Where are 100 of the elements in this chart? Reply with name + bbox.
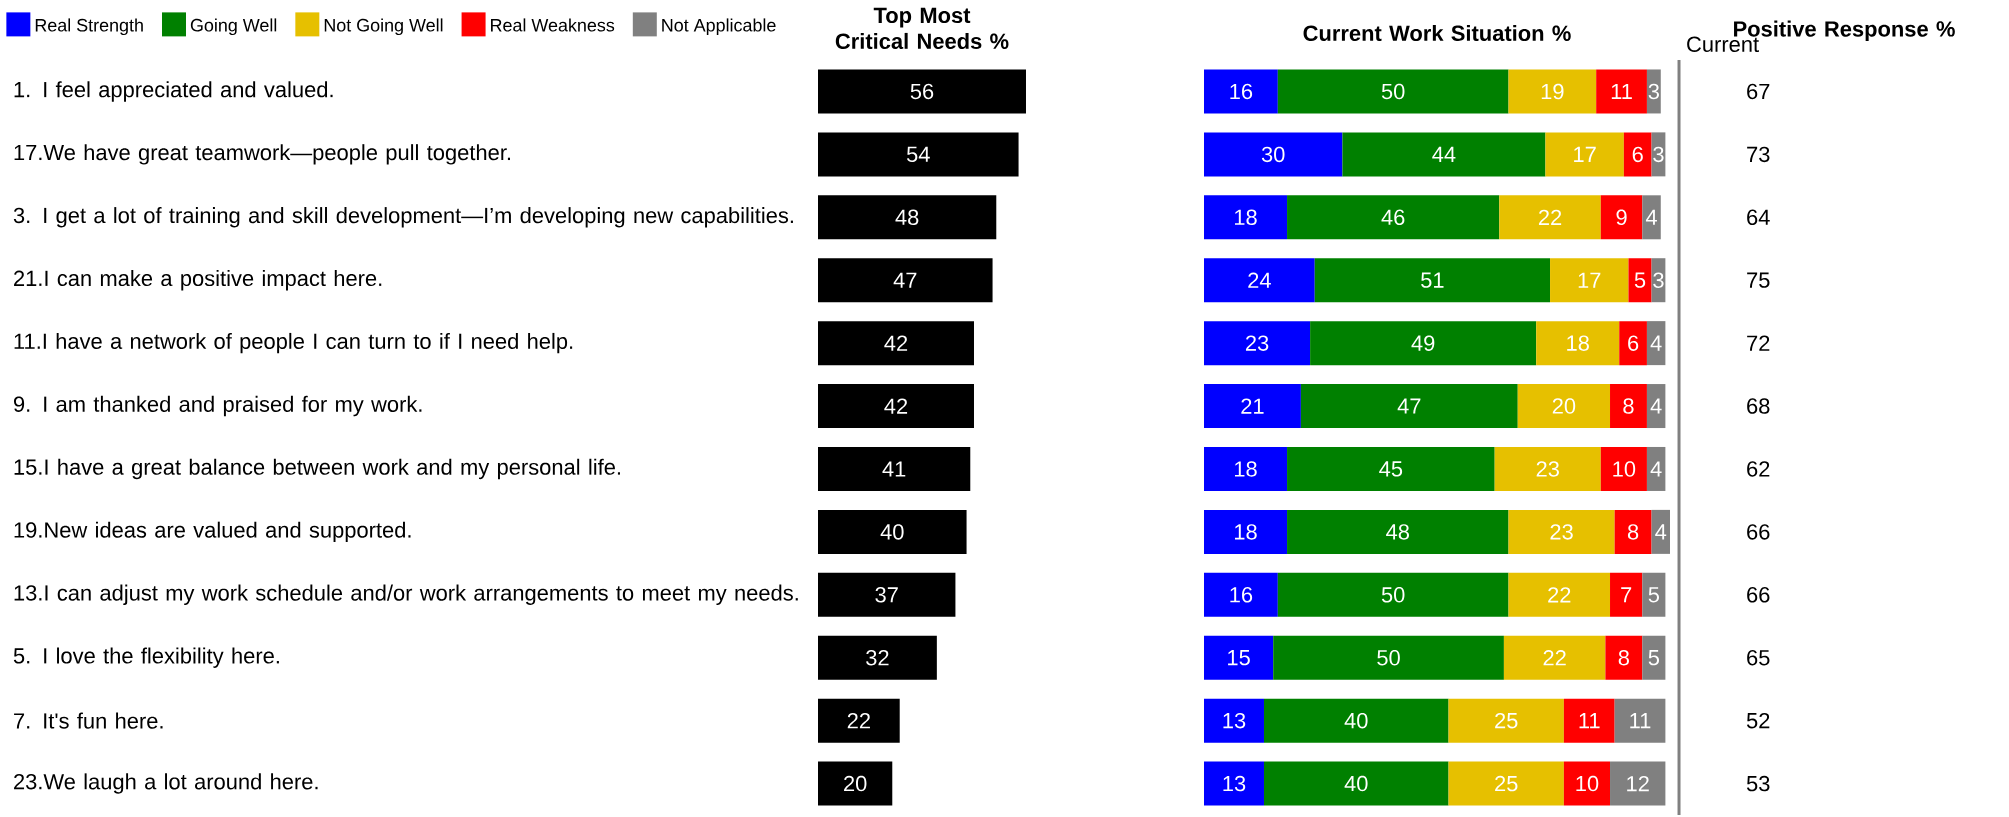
bar <box>1499 195 1601 240</box>
bar <box>1545 132 1624 177</box>
data-label: 22 <box>847 713 870 729</box>
y-tick-label: 17.We have great teamwork—people pull together. <box>14 144 511 165</box>
data-label: 66 <box>1747 524 1770 540</box>
data-label: 18 <box>1234 209 1257 226</box>
data-label: 20 <box>844 775 867 792</box>
bar <box>1448 761 1564 806</box>
bar <box>1508 572 1611 617</box>
bar <box>818 635 937 680</box>
bar <box>1314 258 1551 303</box>
data-label: 21 <box>1241 398 1264 414</box>
data-label: 15 <box>1228 650 1250 666</box>
data-label: 20 <box>1552 398 1576 414</box>
y-tick-label: 5. I love the flexibility here. <box>13 647 279 668</box>
bar <box>1263 761 1449 806</box>
bar <box>1614 698 1666 743</box>
data-label: 54 <box>906 146 930 163</box>
y-tick-label: 19.New ideas are valued and supported. <box>14 521 411 543</box>
bar <box>1646 321 1666 366</box>
data-label: 40 <box>1344 712 1368 729</box>
bar <box>1619 321 1647 366</box>
y-tick-label: 11.I have a network of people I can turn to if I need help. <box>14 332 573 354</box>
data-label: 5 <box>1648 650 1660 666</box>
bar <box>1287 446 1495 491</box>
bar <box>1596 69 1647 114</box>
data-label: 22 <box>1548 587 1571 603</box>
data-label: 25 <box>1495 712 1518 729</box>
bar <box>1605 635 1643 680</box>
bar <box>1610 384 1647 429</box>
bar <box>1563 698 1615 743</box>
data-label: 41 <box>882 461 906 477</box>
bar <box>818 384 974 429</box>
y-tick-label: 23.We laugh a lot around here. <box>14 773 318 794</box>
data-label: 16 <box>1230 587 1253 603</box>
y-tick-label: 13.I can adjust my work schedule and/or work arrangements to meet my needs. <box>14 584 798 605</box>
bar <box>1614 509 1652 554</box>
data-label: 5 <box>1634 272 1646 288</box>
bar <box>1563 761 1611 806</box>
bar <box>1610 572 1643 617</box>
data-label: 40 <box>1344 775 1368 792</box>
data-label: 40 <box>880 524 904 540</box>
legend-label: Not Applicable <box>662 18 776 36</box>
data-label: 9 <box>1616 209 1627 226</box>
bar <box>1310 321 1537 366</box>
data-label: 50 <box>1381 83 1405 100</box>
data-label: 48 <box>1386 524 1409 540</box>
bar <box>1204 698 1264 743</box>
bar <box>818 572 956 617</box>
data-label: 66 <box>1747 587 1770 603</box>
data-label: 13 <box>1223 712 1246 729</box>
data-label: 23 <box>1245 335 1269 351</box>
data-label: 4 <box>1645 209 1657 225</box>
data-label: 37 <box>875 587 898 603</box>
bar <box>1342 132 1546 177</box>
bar <box>1204 384 1301 429</box>
bar <box>1508 509 1615 554</box>
data-label: 3 <box>1653 272 1664 288</box>
data-label: 23 <box>1550 524 1573 540</box>
data-label: 72 <box>1747 335 1770 351</box>
data-label: 8 <box>1623 398 1634 414</box>
data-label: 11 <box>1579 713 1600 729</box>
bar <box>1623 132 1652 177</box>
bar <box>818 132 1019 177</box>
data-label: 42 <box>884 335 908 351</box>
bar <box>1628 258 1652 303</box>
legend-label: Not Going Well <box>324 18 443 36</box>
data-label: 48 <box>895 209 919 226</box>
data-label: 4 <box>1655 524 1667 540</box>
data-label: 18 <box>1234 461 1257 477</box>
y-tick-label: 21.I can make a positive impact here. <box>14 270 382 291</box>
data-label: 62 <box>1747 461 1770 477</box>
bar <box>818 446 971 491</box>
data-label: 30 <box>1261 146 1285 163</box>
bar <box>1263 698 1449 743</box>
bar <box>1600 446 1647 491</box>
data-label: 47 <box>893 272 917 288</box>
bar <box>1550 258 1629 303</box>
bar <box>1204 761 1264 806</box>
bar <box>1277 572 1509 617</box>
data-label: 45 <box>1379 461 1403 477</box>
bar <box>1448 698 1564 743</box>
legend-label: Going Well <box>190 18 277 36</box>
bar <box>1536 321 1620 366</box>
data-label: 46 <box>1381 209 1405 226</box>
legend-label: Real Weakness <box>491 18 615 32</box>
bar <box>818 509 967 554</box>
data-label: 32 <box>866 649 889 666</box>
data-label: 6 <box>1632 146 1643 163</box>
bar <box>1204 572 1278 617</box>
data-label: 17 <box>1578 272 1601 288</box>
y-tick-label: 9. I am thanked and praised for my work. <box>13 395 422 417</box>
data-label: 19 <box>1541 83 1564 100</box>
bar <box>818 698 900 743</box>
chart-title: Current Work Situation % <box>1303 24 1571 42</box>
data-label: 3 <box>1648 83 1659 100</box>
data-label: 6 <box>1628 335 1639 351</box>
bar <box>1204 69 1278 114</box>
data-label: 56 <box>910 83 934 100</box>
legend-label: Real Strength <box>35 18 143 36</box>
